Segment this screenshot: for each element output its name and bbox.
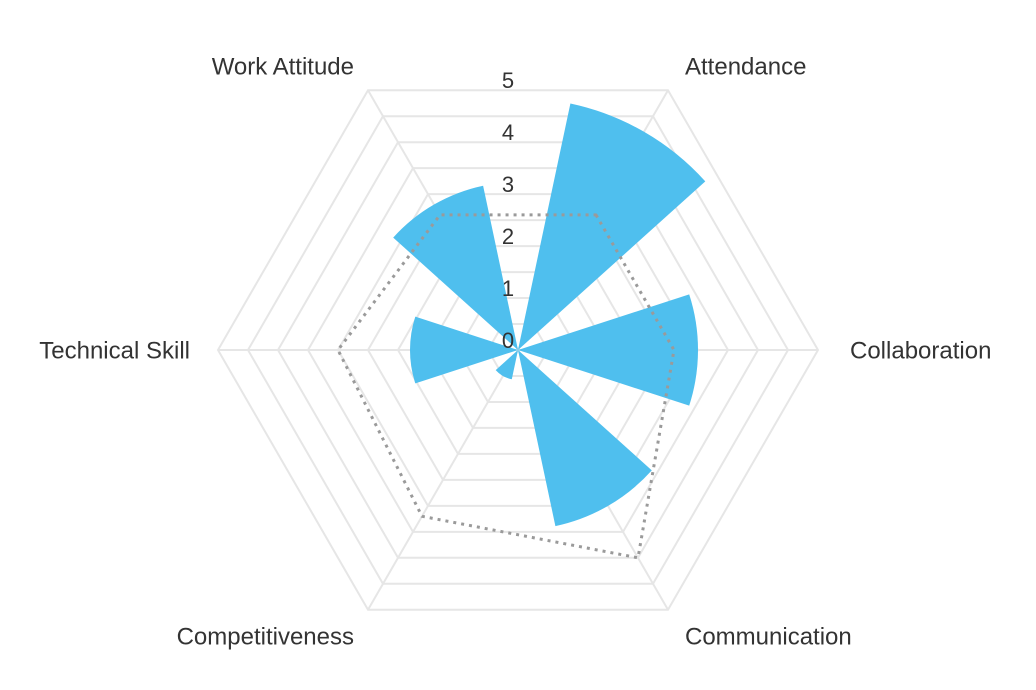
petal-technical-skill	[410, 316, 518, 384]
axis-label-communication: Communication	[685, 623, 852, 650]
petal-competitiveness	[495, 350, 518, 380]
axis-label-technical-skill: Technical Skill	[39, 337, 190, 364]
petal-work-attitude	[393, 185, 518, 350]
tick-label-4: 4	[502, 120, 514, 145]
tick-label-2: 2	[502, 224, 514, 249]
petal-communication	[518, 350, 652, 527]
axis-label-work-attitude: Work Attitude	[212, 53, 354, 80]
grid-spoke	[367, 349, 519, 611]
axis-label-collaboration: Collaboration	[850, 337, 991, 364]
target-polygon	[336, 213, 676, 560]
axis-label-competitiveness: Competitiveness	[177, 623, 354, 650]
tick-label-0: 0	[502, 328, 514, 353]
tick-label-5: 5	[502, 68, 514, 93]
petal-attendance	[518, 103, 706, 350]
axis-label-attendance: Attendance	[685, 53, 806, 80]
petal-collaboration	[518, 294, 699, 406]
tick-label-1: 1	[502, 276, 514, 301]
target-series	[336, 213, 676, 560]
petal-series	[393, 103, 706, 527]
axis-labels: Attendance Collaboration Communication Comp…	[39, 53, 991, 650]
tick-label-3: 3	[502, 172, 514, 197]
radial-ticks: 0 1 2 3 4 5	[502, 68, 514, 353]
